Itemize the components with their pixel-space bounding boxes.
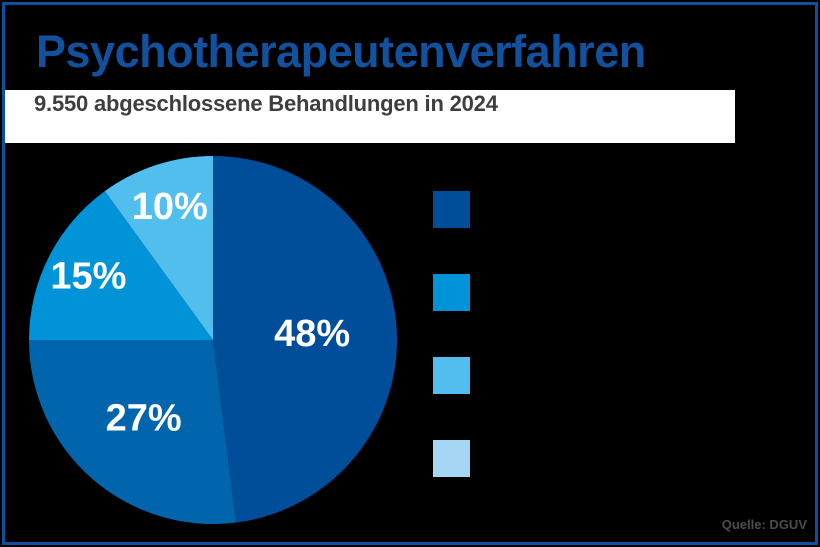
- chart-subtitle: 9.550 abgeschlossene Behandlungen in 202…: [34, 91, 498, 116]
- pie-slice-15: [29, 191, 213, 340]
- legend-swatch-3: [433, 357, 470, 394]
- pie-chart-svg: 48% 27% 15%10%: [29, 156, 398, 525]
- pie-slice-10: [104, 156, 213, 340]
- subtitle-bar: 9.550 abgeschlossene Behandlungen in 202…: [5, 90, 735, 143]
- source-credit: Quelle: DGUV: [721, 517, 807, 532]
- pie-slice-label-27: 27%: [106, 398, 182, 440]
- legend-swatch-1: [433, 191, 470, 228]
- pie-slice-27: [29, 340, 237, 525]
- legend: [433, 191, 470, 477]
- pie-slice-label-15: 15%: [50, 256, 126, 298]
- legend-swatch-4: [433, 440, 470, 477]
- pie-slice-label-10: 10%: [132, 186, 208, 228]
- pie-chart: 48% 27% 15% 10%: [29, 156, 398, 525]
- pie-slice-label-48: 48%: [274, 313, 350, 355]
- page-title: Psychotherapeutenverfahren: [36, 26, 646, 77]
- pie-slice-48: [213, 156, 398, 523]
- legend-swatch-2: [433, 274, 470, 311]
